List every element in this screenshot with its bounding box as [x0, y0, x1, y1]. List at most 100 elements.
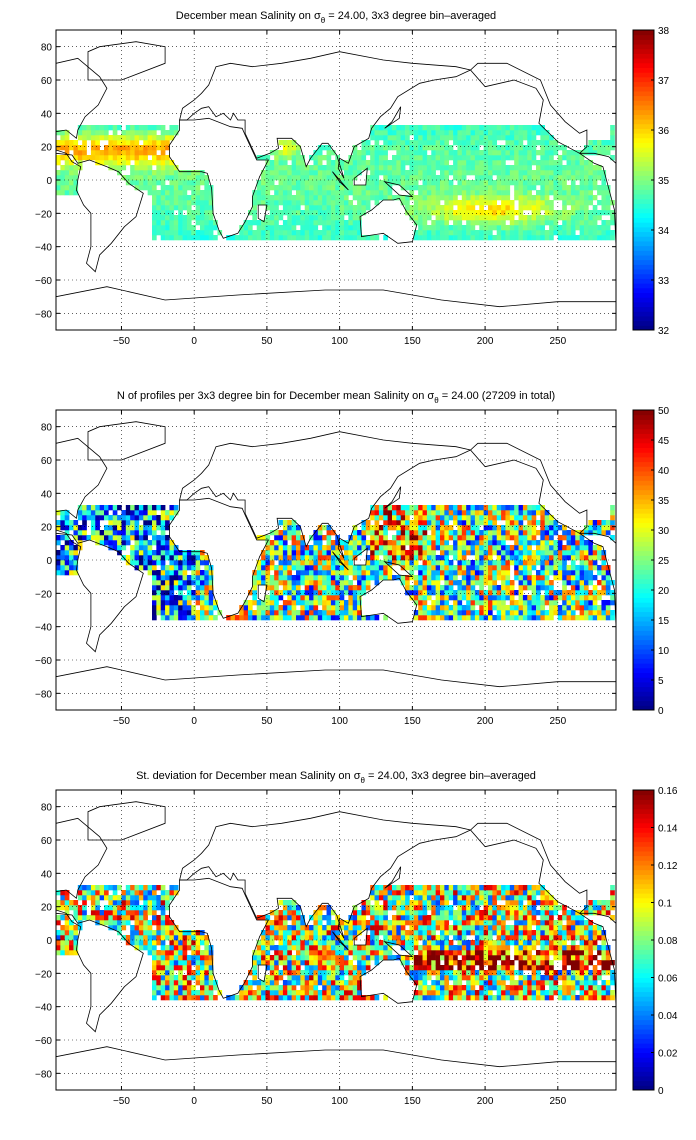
data-cell	[483, 215, 489, 221]
data-cell	[453, 515, 458, 521]
data-cell	[601, 150, 607, 156]
colorbar-step	[633, 545, 654, 552]
data-cell	[418, 590, 423, 596]
data-cell	[296, 965, 301, 971]
data-cell	[474, 125, 480, 131]
data-cell	[182, 960, 188, 966]
data-cell	[169, 970, 175, 976]
data-cell	[435, 140, 441, 146]
data-cell	[169, 960, 175, 966]
data-cell	[300, 230, 306, 236]
data-cell	[160, 190, 166, 196]
data-cell	[544, 165, 550, 171]
data-cell	[365, 140, 371, 146]
data-cell	[134, 165, 140, 171]
data-cell	[186, 175, 192, 181]
data-cell	[605, 570, 611, 576]
data-cell	[448, 610, 454, 616]
data-cell	[186, 185, 192, 191]
data-cell	[440, 235, 445, 241]
colorbar-tick-label: 34	[658, 226, 670, 237]
data-cell	[488, 170, 493, 176]
data-cell	[169, 515, 175, 521]
data-cell	[440, 145, 445, 151]
data-cell	[156, 515, 162, 521]
data-cell	[173, 575, 179, 581]
data-cell	[165, 145, 170, 151]
data-cell	[173, 180, 179, 186]
data-cell	[173, 995, 179, 1001]
data-cell	[483, 555, 489, 561]
data-cell	[522, 190, 528, 196]
data-cell	[418, 215, 423, 221]
data-cell	[431, 570, 436, 576]
data-cell	[536, 585, 541, 591]
data-cell	[518, 525, 524, 531]
data-cell	[182, 950, 188, 956]
data-cell	[344, 985, 349, 991]
data-cell	[160, 170, 166, 176]
data-cell	[322, 545, 327, 551]
data-cell	[348, 565, 354, 571]
data-cell	[518, 605, 524, 611]
data-cell	[300, 940, 306, 946]
data-cell	[326, 200, 332, 206]
data-cell	[496, 610, 502, 616]
data-cell	[143, 515, 148, 521]
data-cell	[269, 215, 275, 221]
data-cell	[444, 195, 450, 201]
data-cell	[575, 540, 580, 546]
data-cell	[173, 610, 179, 616]
data-cell	[488, 585, 493, 591]
data-cell	[374, 145, 380, 151]
data-cell	[474, 515, 480, 521]
data-cell	[479, 540, 484, 546]
data-cell	[182, 230, 188, 236]
data-cell	[352, 190, 358, 196]
data-cell	[130, 550, 135, 556]
data-cell	[579, 195, 585, 201]
data-cell	[418, 165, 423, 171]
data-cell	[326, 925, 332, 931]
data-cell	[304, 925, 310, 931]
data-cell	[213, 985, 218, 991]
data-cell	[326, 540, 332, 546]
data-cell	[536, 595, 541, 601]
data-cell	[488, 175, 493, 181]
data-cell	[601, 225, 607, 231]
map-layer	[56, 41, 616, 330]
data-cell	[160, 945, 166, 951]
data-cell	[392, 140, 397, 146]
data-cell	[160, 585, 166, 591]
data-cell	[444, 215, 450, 221]
data-cell	[453, 190, 458, 196]
data-cell	[165, 135, 170, 141]
data-cell	[470, 525, 476, 531]
data-cell	[186, 170, 192, 176]
data-cell	[134, 890, 140, 896]
colorbar-step	[633, 433, 654, 439]
data-cell	[435, 565, 441, 571]
data-cell	[125, 505, 131, 511]
data-cell	[597, 590, 602, 596]
data-cell	[230, 235, 236, 241]
data-cell	[178, 590, 183, 596]
data-cell	[409, 215, 415, 221]
data-cell	[531, 145, 537, 151]
data-cell	[326, 610, 332, 616]
data-cell	[426, 140, 432, 146]
data-cell	[457, 135, 463, 141]
data-cell	[588, 605, 594, 611]
data-cell	[431, 590, 436, 596]
data-cell	[588, 555, 594, 561]
data-cell	[265, 585, 271, 591]
data-cell	[134, 535, 140, 541]
data-cell	[575, 210, 580, 216]
data-cell	[204, 975, 210, 981]
data-cell	[540, 570, 546, 576]
data-cell	[300, 925, 306, 931]
data-cell	[501, 130, 506, 136]
data-cell	[422, 520, 428, 526]
data-cell	[396, 150, 402, 156]
data-cell	[160, 970, 166, 976]
